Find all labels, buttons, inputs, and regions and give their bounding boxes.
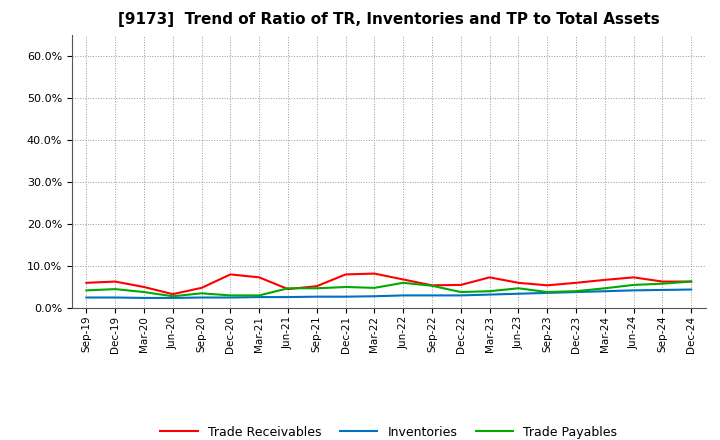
Trade Receivables: [341, 272, 350, 277]
Trade Payables: [658, 281, 667, 286]
Trade Receivables: [111, 279, 120, 284]
Trade Receivables: [226, 272, 235, 277]
Trade Receivables: [140, 284, 148, 290]
Trade Receivables: [514, 280, 523, 286]
Trade Receivables: [284, 286, 292, 292]
Inventories: [370, 293, 379, 299]
Trade Receivables: [485, 275, 494, 280]
Trade Payables: [456, 290, 465, 295]
Trade Receivables: [168, 292, 177, 297]
Trade Payables: [514, 286, 523, 291]
Trade Receivables: [543, 282, 552, 288]
Trade Receivables: [312, 283, 321, 289]
Trade Payables: [312, 286, 321, 291]
Inventories: [428, 293, 436, 298]
Inventories: [111, 295, 120, 300]
Inventories: [197, 295, 206, 300]
Trade Payables: [572, 289, 580, 294]
Trade Payables: [82, 288, 91, 293]
Line: Trade Receivables: Trade Receivables: [86, 274, 691, 294]
Inventories: [226, 295, 235, 300]
Inventories: [572, 290, 580, 295]
Inventories: [485, 292, 494, 297]
Trade Receivables: [687, 279, 696, 284]
Inventories: [255, 294, 264, 300]
Inventories: [514, 291, 523, 297]
Inventories: [168, 295, 177, 301]
Inventories: [543, 290, 552, 296]
Inventories: [687, 287, 696, 292]
Trade Payables: [629, 282, 638, 288]
Trade Receivables: [658, 279, 667, 284]
Trade Payables: [111, 286, 120, 292]
Inventories: [600, 289, 609, 294]
Trade Payables: [428, 283, 436, 288]
Trade Payables: [168, 293, 177, 299]
Inventories: [312, 294, 321, 299]
Trade Payables: [600, 286, 609, 291]
Trade Receivables: [428, 282, 436, 288]
Inventories: [341, 294, 350, 299]
Trade Payables: [399, 280, 408, 286]
Trade Payables: [370, 285, 379, 290]
Trade Receivables: [255, 275, 264, 280]
Trade Payables: [197, 291, 206, 296]
Inventories: [284, 294, 292, 300]
Inventories: [658, 287, 667, 293]
Legend: Trade Receivables, Inventories, Trade Payables: Trade Receivables, Inventories, Trade Pa…: [155, 421, 623, 440]
Inventories: [629, 288, 638, 293]
Inventories: [140, 295, 148, 301]
Trade Receivables: [572, 280, 580, 286]
Trade Payables: [255, 293, 264, 298]
Title: [9173]  Trend of Ratio of TR, Inventories and TP to Total Assets: [9173] Trend of Ratio of TR, Inventories…: [118, 12, 660, 27]
Trade Payables: [341, 284, 350, 290]
Trade Receivables: [82, 280, 91, 286]
Inventories: [456, 293, 465, 298]
Trade Payables: [687, 279, 696, 284]
Trade Payables: [284, 286, 292, 291]
Trade Receivables: [629, 275, 638, 280]
Trade Payables: [140, 290, 148, 295]
Trade Payables: [485, 289, 494, 294]
Trade Payables: [226, 293, 235, 298]
Trade Receivables: [370, 271, 379, 276]
Trade Receivables: [456, 282, 465, 288]
Trade Receivables: [600, 277, 609, 282]
Trade Payables: [543, 290, 552, 295]
Inventories: [82, 295, 91, 300]
Trade Receivables: [399, 277, 408, 282]
Line: Trade Payables: Trade Payables: [86, 282, 691, 296]
Line: Inventories: Inventories: [86, 290, 691, 298]
Inventories: [399, 293, 408, 298]
Trade Receivables: [197, 285, 206, 290]
